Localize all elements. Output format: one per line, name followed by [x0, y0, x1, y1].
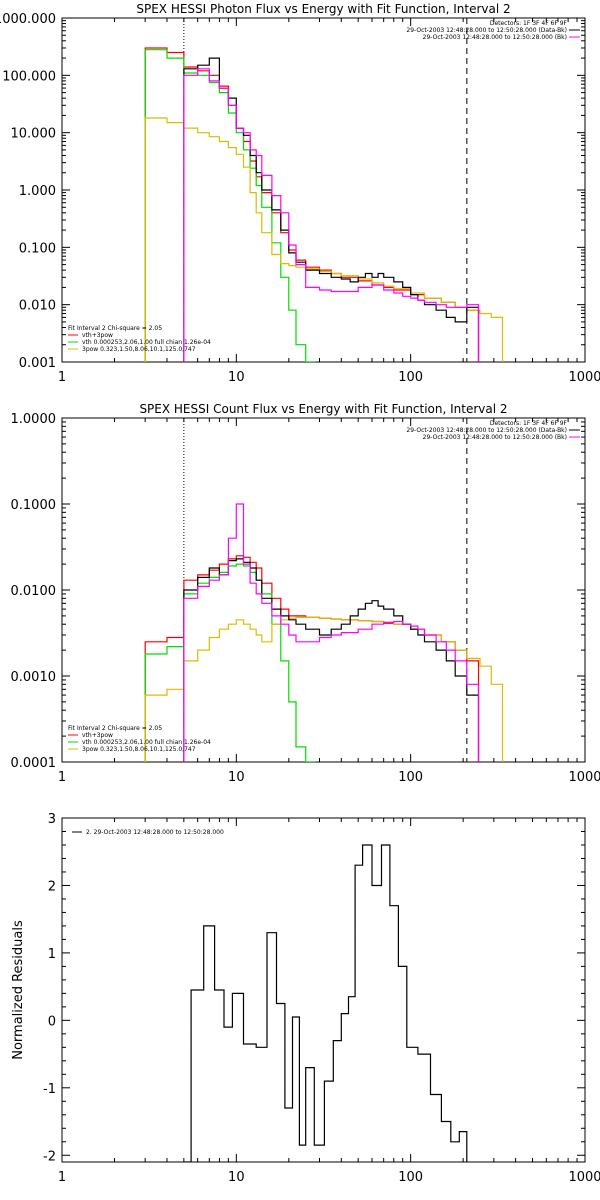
y-tick-label: 2 — [48, 879, 56, 894]
series-line-2 — [144, 563, 316, 762]
y-tick-label: 0.0100 — [11, 584, 57, 599]
legend-label: 3pow 0.323,1.50,8.06,10.1,125.0,747 — [82, 746, 196, 753]
series-line-2 — [144, 49, 316, 362]
y-tick-label: 1.000 — [19, 184, 56, 199]
x-axis: 1 10 100 1000 — [58, 418, 600, 785]
plot-frame — [61, 817, 586, 1163]
y-axis-label: Normalized Residuals — [11, 920, 26, 1060]
legend-label: 2. 29-Oct-2003 12:48:28.000 to 12:50:28.… — [86, 829, 224, 836]
y-tick-label: -1 — [43, 1082, 56, 1097]
y-axis: 1.0000 0.1000 0.0100 0.0010 0.0001 — [11, 412, 585, 771]
chart-panel-2: SPEX HESSI Count Flux vs Energy with Fit… — [11, 402, 600, 785]
x-axis: 1 10 100 1000 — [58, 18, 600, 385]
legend-label: vth 0.000253,2.06,1.00 full chian 1.26e-… — [82, 339, 211, 346]
y-tick-label: 0.0010 — [11, 670, 57, 685]
y-tick-label: 1 — [48, 947, 56, 962]
legend: Fit Interval 2 Chi-square = 2.05vth+3pow… — [68, 725, 211, 753]
y-tick-label: 3 — [48, 812, 56, 827]
plot-area — [183, 844, 468, 1162]
plot-header-line: 29-Oct-2003 12:48:28.000 to 12:50:28.000… — [423, 434, 567, 441]
legend: 2. 29-Oct-2003 12:48:28.000 to 12:50:28.… — [72, 829, 224, 836]
series-line-5 — [183, 68, 480, 362]
legend-label: vth 0.000253,2.06,1.00 full chian 1.26e-… — [82, 739, 211, 746]
x-tick-label: 1 — [58, 770, 66, 785]
series-line-1 — [144, 555, 480, 762]
series-line-3 — [144, 616, 504, 762]
x-tick-label: 10 — [228, 370, 245, 385]
legend: Fit Interval 2 Chi-square = 2.05vth+3pow… — [68, 325, 211, 353]
x-tick-label: 100 — [398, 370, 423, 385]
plot-frame — [61, 17, 586, 363]
y-tick-label: 0 — [48, 1014, 56, 1029]
legend-label: vth+3pow — [82, 332, 113, 339]
plot-area — [144, 503, 504, 762]
x-tick-label: 100 — [398, 770, 423, 785]
y-tick-label: 0.0001 — [11, 756, 57, 771]
plot-header-line: 29-Oct-2003 12:48:28.000 to 12:50:28.000… — [406, 427, 567, 434]
x-tick-label: 1000 — [568, 770, 600, 785]
x-tick-label: 10 — [228, 770, 245, 785]
x-tick-label: 1 — [58, 1170, 66, 1185]
series-line-4 — [183, 558, 480, 762]
y-tick-label: -2 — [43, 1149, 56, 1164]
legend-label: 3pow 0.323,1.50,8.06,10.1,125.0,747 — [82, 346, 196, 353]
x-tick-label: 100 — [398, 1170, 423, 1185]
chart-panel-1: SPEX HESSI Photon Flux vs Energy with Fi… — [0, 2, 600, 385]
plot-area — [144, 47, 504, 362]
x-tick-label: 1 — [58, 370, 66, 385]
y-axis: 3 2 1 0 -1 -2 — [43, 812, 585, 1164]
plot-header-line: Detectors: 1F 3F 4F 6F 9F — [490, 420, 568, 427]
y-tick-label: 0.001 — [19, 356, 56, 371]
series-line-3 — [144, 117, 504, 362]
y-tick-label: 1000.000 — [0, 12, 56, 27]
x-tick-label: 1000 — [568, 1170, 600, 1185]
plot-frame — [61, 417, 586, 763]
x-tick-label: 10 — [228, 1170, 245, 1185]
y-tick-label: 10.000 — [11, 127, 57, 142]
y-tick-label: 0.010 — [19, 299, 56, 314]
legend-header: Fit Interval 2 Chi-square = 2.05 — [68, 725, 162, 732]
y-tick-label: 1.0000 — [11, 412, 57, 427]
series-line-1 — [183, 844, 468, 1162]
y-tick-label: 100.000 — [2, 69, 56, 84]
chart-title: SPEX HESSI Photon Flux vs Energy with Fi… — [136, 2, 510, 16]
y-tick-label: 0.1000 — [11, 498, 57, 513]
chart-title: SPEX HESSI Count Flux vs Energy with Fit… — [139, 402, 507, 416]
x-tick-label: 1000 — [568, 370, 600, 385]
plot-header-line: 29-Oct-2003 12:48:28.000 to 12:50:28.000… — [423, 34, 567, 41]
legend-label: vth+3pow — [82, 732, 113, 739]
legend-header: Fit Interval 2 Chi-square = 2.05 — [68, 325, 162, 332]
plot-header-line: 29-Oct-2003 12:48:28.000 to 12:50:28.000… — [406, 27, 567, 34]
x-axis: 1 10 100 1000 — [58, 818, 600, 1185]
y-axis: 1000.000 100.000 10.000 1.000 0.100 0.010 0.00… — [0, 12, 585, 371]
plot-header-line: Detectors: 1F 3F 4F 6F 9F — [490, 20, 568, 27]
y-tick-label: 0.100 — [19, 241, 56, 256]
series-line-1 — [144, 47, 480, 362]
series-line-5 — [183, 503, 480, 762]
